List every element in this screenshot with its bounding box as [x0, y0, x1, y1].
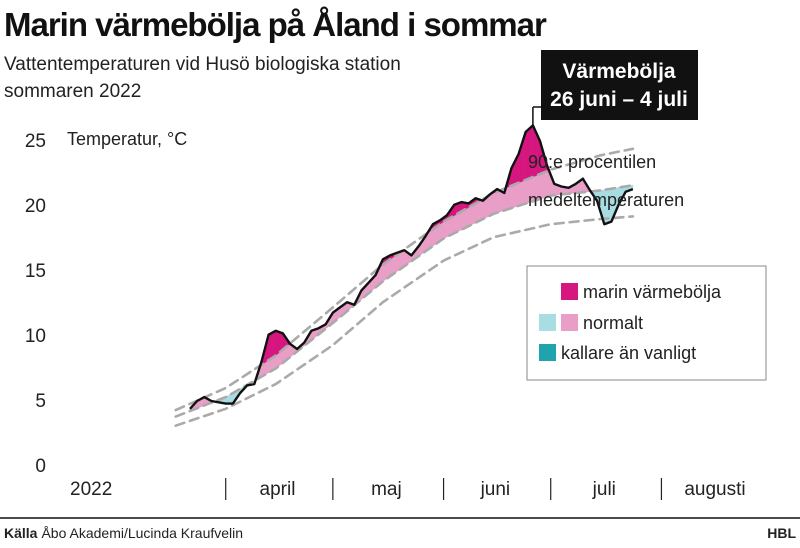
p10-line: [174, 215, 635, 427]
chart-title: Marin värmebölja på Åland i sommar: [4, 6, 547, 43]
legend-swatch-normal-warm: [561, 314, 578, 331]
legend: marin värmebölja normalt kallare än vanl…: [526, 265, 767, 381]
callout-box: [541, 50, 698, 120]
y-tick-label: 0: [35, 456, 46, 477]
chart-subtitle-line2: sommaren 2022: [4, 81, 141, 102]
footer-brand: HBL: [767, 525, 796, 541]
callout-line2: 26 juni – 4 juli: [550, 88, 688, 111]
reference-lines: [174, 147, 635, 427]
label-p90: 90:e procentilen: [528, 152, 656, 172]
x-axis-year-label: 2022: [70, 479, 112, 500]
y-tick-label: 25: [25, 131, 46, 152]
y-axis-ticks: 0 5 10 15 20 25: [25, 131, 46, 477]
footer-source: Källa Åbo Akademi/Lucinda Kraufvelin: [4, 525, 243, 541]
month-label: juni: [480, 479, 511, 500]
chart-subtitle-line1: Vattentemperaturen vid Husö biologiska s…: [4, 54, 401, 75]
month-label: maj: [371, 479, 402, 500]
y-tick-label: 20: [25, 196, 46, 217]
p90-line: [174, 147, 635, 412]
month-label: juli: [592, 479, 616, 500]
footer-source-text: Åbo Akademi/Lucinda Kraufvelin: [41, 525, 243, 541]
y-tick-label: 15: [25, 261, 46, 282]
legend-heatwave-label: marin värmebölja: [583, 282, 722, 302]
legend-swatch-colder: [539, 344, 556, 361]
y-tick-label: 5: [35, 391, 46, 412]
legend-swatch-heatwave: [561, 283, 578, 300]
month-label: april: [260, 479, 296, 500]
temperature-line-group: [189, 124, 634, 410]
callout-line1: Värmebölja: [562, 60, 676, 83]
x-axis: april maj juni juli augusti: [225, 478, 746, 500]
temperature-line: [189, 124, 634, 410]
legend-normal-label: normalt: [583, 313, 643, 333]
legend-swatch-normal-cool: [539, 314, 556, 331]
y-axis-label: Temperatur, °C: [67, 129, 187, 149]
mean-line: [174, 183, 635, 418]
month-label: augusti: [684, 479, 745, 500]
y-tick-label: 10: [25, 326, 46, 347]
label-mean: medeltemperaturen: [528, 190, 684, 210]
footer-source-label: Källa: [4, 525, 38, 541]
legend-colder-label: kallare än vanligt: [561, 343, 696, 363]
